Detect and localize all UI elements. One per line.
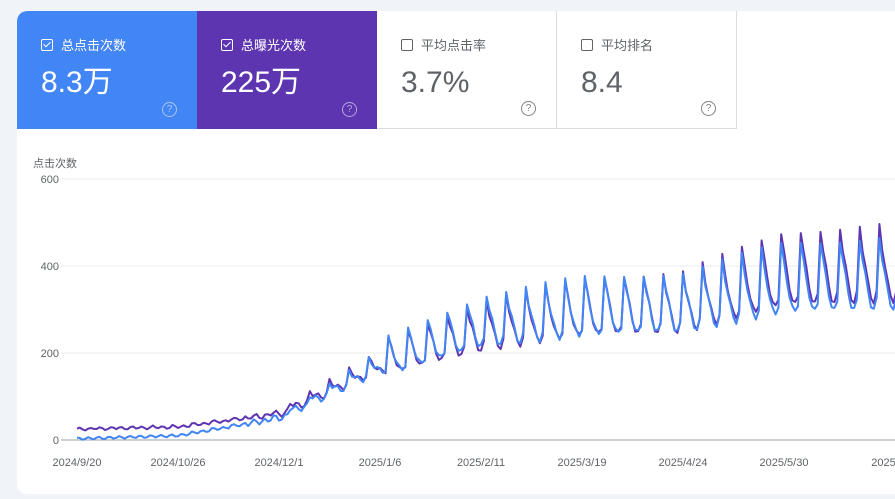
card-label: 平均点击率	[421, 38, 487, 53]
svg-text:600: 600	[41, 174, 59, 186]
metric-card-total-impressions[interactable]: 总曝光次数 225万 ?	[197, 11, 377, 129]
svg-text:2024/9/20: 2024/9/20	[53, 457, 102, 469]
card-header: 平均排名	[581, 35, 653, 54]
checkbox-checked-icon[interactable]	[221, 38, 233, 51]
svg-text:0: 0	[53, 435, 59, 447]
svg-text:2024/10/26: 2024/10/26	[150, 457, 205, 469]
performance-panel: 总点击次数 8.3万 ? 总曝光次数 225万 ? 平均点击率 3.7% ? 平…	[17, 11, 895, 494]
metric-card-average-position[interactable]: 平均排名 8.4 ?	[557, 11, 737, 129]
card-value: 8.3万	[41, 66, 113, 99]
svg-text:200: 200	[41, 348, 59, 360]
svg-text:400: 400	[41, 261, 59, 273]
help-icon[interactable]: ?	[521, 101, 536, 116]
checkbox-checked-icon[interactable]	[41, 38, 53, 51]
svg-text:2025/: 2025/	[871, 457, 895, 469]
svg-text:2025/2/11: 2025/2/11	[457, 457, 505, 469]
impressions-line[interactable]	[76, 221, 895, 432]
help-icon[interactable]: ?	[701, 101, 716, 116]
card-label: 总曝光次数	[241, 38, 307, 53]
svg-text:2025/5/30: 2025/5/30	[760, 457, 809, 469]
clicks-line[interactable]	[76, 233, 895, 441]
card-value: 3.7%	[401, 66, 470, 99]
y-axis-ticks: 0 200 400 600	[41, 174, 59, 447]
svg-text:2025/1/6: 2025/1/6	[359, 457, 402, 469]
card-value: 8.4	[581, 66, 623, 99]
svg-text:2024/12/1: 2024/12/1	[255, 457, 304, 469]
metric-card-total-clicks[interactable]: 总点击次数 8.3万 ?	[17, 11, 197, 129]
checkbox-unchecked-icon[interactable]	[401, 38, 413, 51]
card-label: 总点击次数	[61, 38, 127, 53]
card-label: 平均排名	[601, 38, 654, 53]
metric-cards: 总点击次数 8.3万 ? 总曝光次数 225万 ? 平均点击率 3.7% ? 平…	[17, 11, 737, 129]
checkbox-unchecked-icon[interactable]	[581, 38, 593, 51]
card-header: 平均点击率	[401, 35, 486, 54]
card-header: 总点击次数	[41, 35, 126, 54]
card-value: 225万	[221, 66, 302, 99]
svg-text:2025/4/24: 2025/4/24	[659, 457, 708, 469]
chart-grid	[61, 178, 895, 441]
x-axis-ticks: 2024/9/20 2024/10/26 2024/12/1 2025/1/6 2025…	[53, 457, 895, 469]
card-header: 总曝光次数	[221, 35, 306, 54]
svg-text:2025/3/19: 2025/3/19	[558, 457, 607, 469]
help-icon[interactable]: ?	[162, 102, 177, 117]
y-axis-title: 点击次数	[33, 158, 77, 170]
help-icon[interactable]: ?	[342, 102, 357, 117]
metric-card-average-ctr[interactable]: 平均点击率 3.7% ?	[377, 11, 557, 129]
